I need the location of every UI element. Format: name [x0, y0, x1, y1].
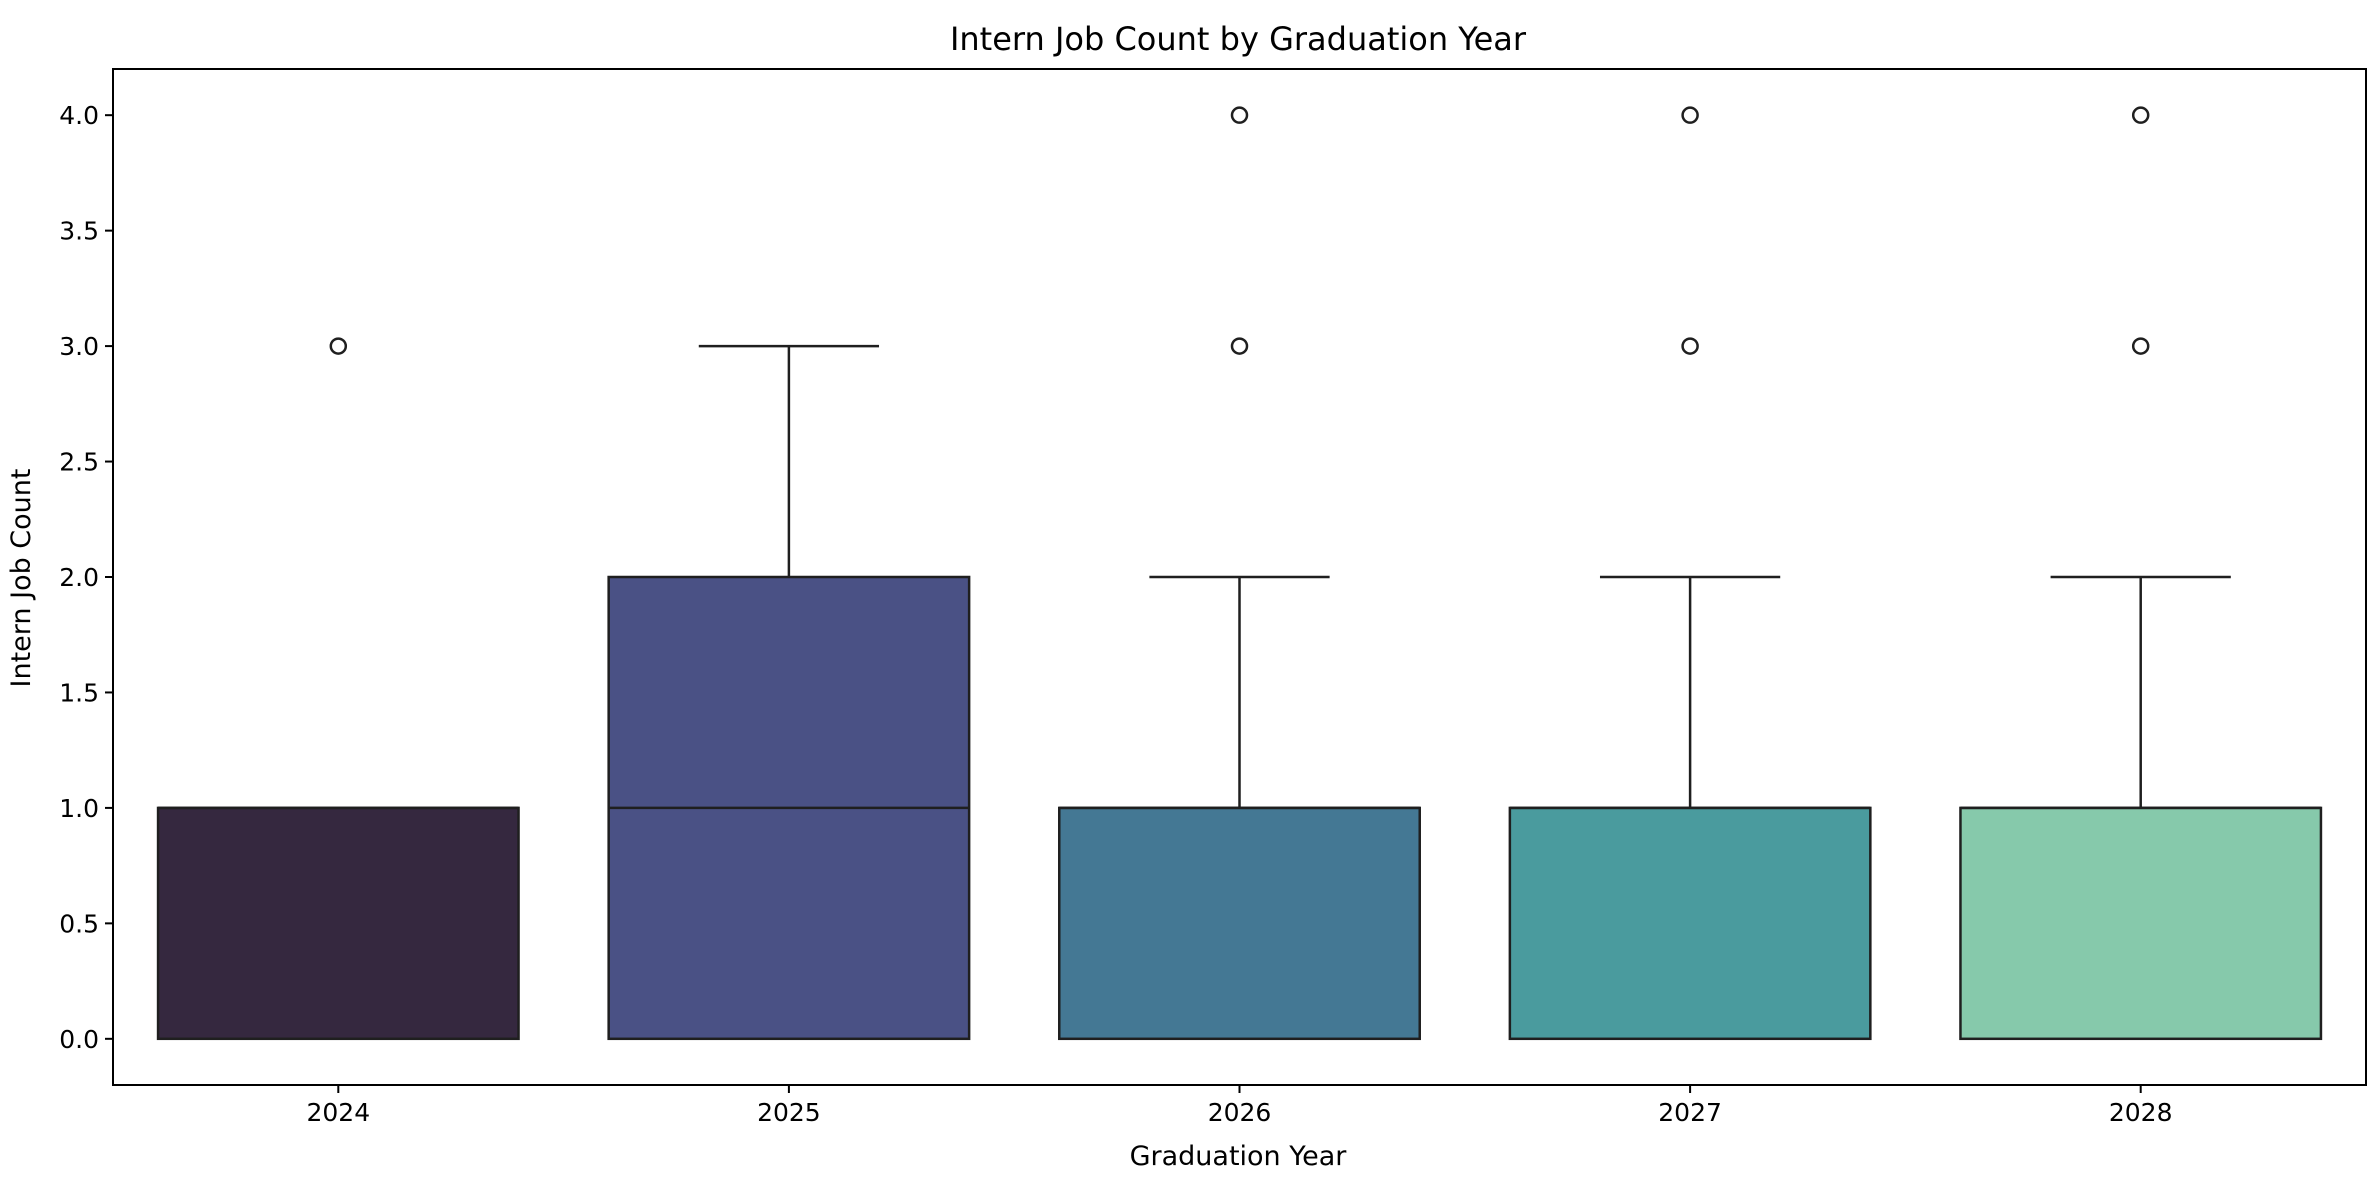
- y-axis-label: Intern Job Count: [6, 469, 37, 688]
- outlier-point: [1681, 106, 1699, 124]
- outlier-point: [1681, 337, 1699, 355]
- x-tick-label: 2027: [1658, 1098, 1722, 1127]
- y-tick-label: 0.0: [59, 1025, 99, 1054]
- outlier-point: [1230, 337, 1249, 355]
- x-tick-label: 2028: [2109, 1098, 2173, 1127]
- y-tick-label: 1.0: [59, 794, 99, 823]
- y-tick-label: 1.5: [59, 678, 99, 707]
- outlier-point: [1230, 106, 1249, 124]
- box-2026: [1058, 806, 1421, 1041]
- y-tick-label: 2.5: [59, 448, 99, 477]
- y-tick-label: 3.0: [59, 332, 99, 361]
- plot-area: 0.0 0.5 1.0 1.5 2.0 2.5 3.0 3.5 4.0 2024 2025 2026 2…: [59, 68, 2367, 1127]
- box-2024: [156, 806, 520, 1041]
- box-2028: [1959, 806, 2323, 1041]
- outlier-point: [329, 337, 348, 355]
- x-axis-label: Graduation Year: [1130, 1141, 1348, 1172]
- x-tick-label: 2025: [757, 1098, 821, 1127]
- box-2027: [1508, 806, 1872, 1041]
- y-tick-label: 4.0: [59, 101, 99, 130]
- chart-title: Intern Job Count by Graduation Year: [950, 20, 1527, 58]
- y-tick-label: 3.5: [59, 217, 99, 246]
- outlier-point: [2131, 106, 2150, 124]
- x-tick-label: 2024: [306, 1098, 370, 1127]
- outlier-point: [2131, 337, 2150, 355]
- x-tick-label: 2026: [1208, 1098, 1272, 1127]
- y-tick-label: 0.5: [59, 909, 99, 938]
- y-tick-label: 2.0: [59, 563, 99, 592]
